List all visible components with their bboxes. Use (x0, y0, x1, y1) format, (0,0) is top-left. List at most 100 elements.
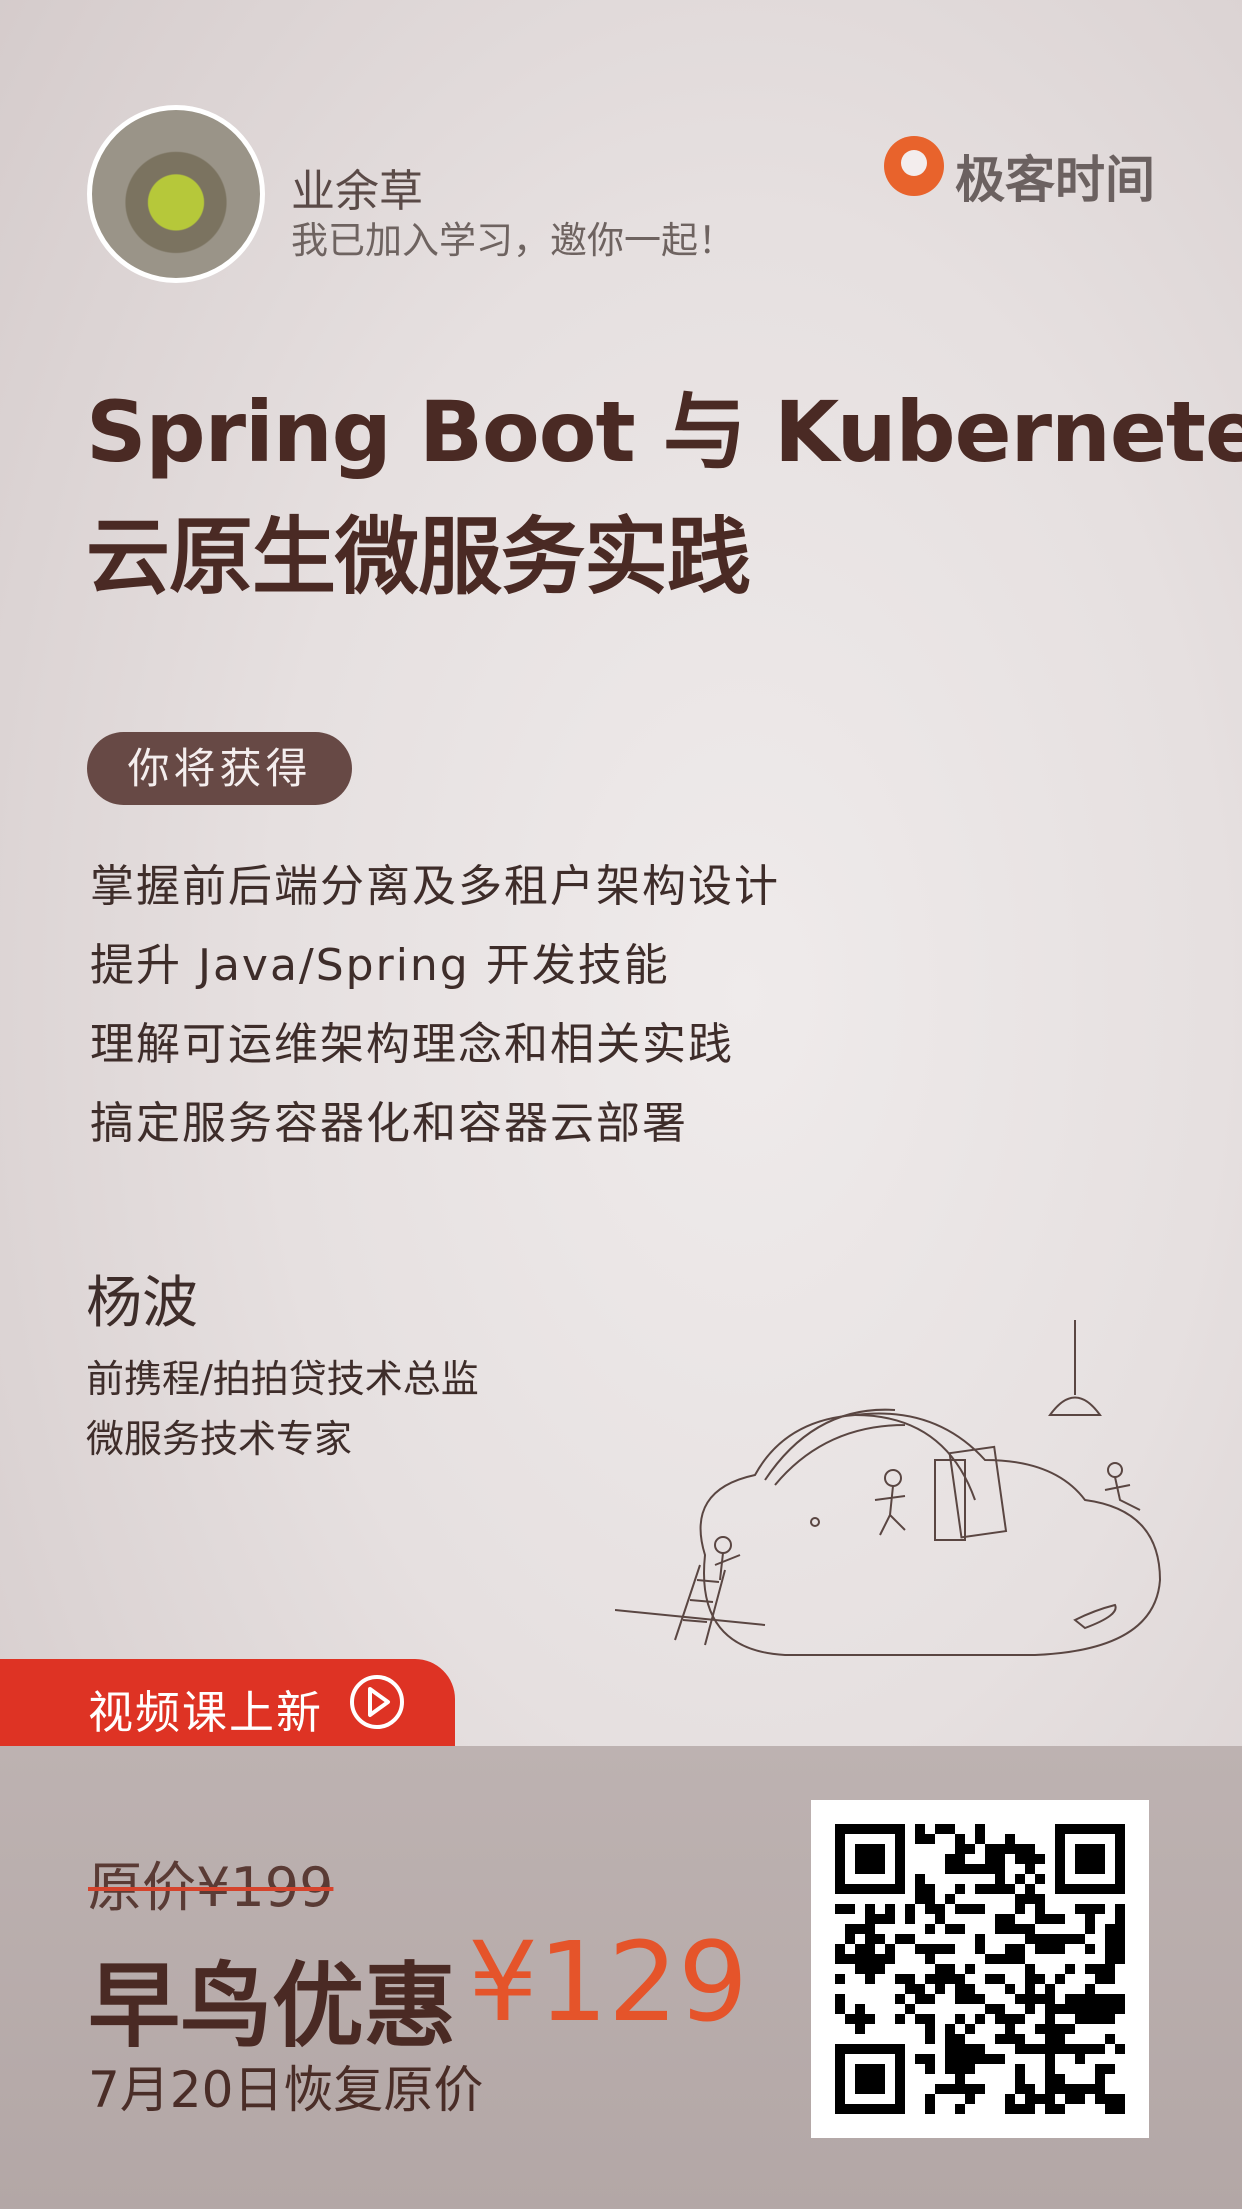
qr-module (905, 1974, 915, 1984)
qr-module (865, 2014, 875, 2024)
qr-module (925, 1994, 935, 2004)
qr-module (1045, 1994, 1055, 2004)
benefit-item: 搞定服务容器化和容器云部署 (90, 1098, 688, 1149)
qr-module (1045, 2034, 1055, 2044)
qr-module (1055, 2084, 1065, 2094)
qr-module (995, 2014, 1005, 2024)
qr-module (865, 1934, 875, 1944)
qr-module (935, 1974, 945, 1984)
qr-module (1025, 2104, 1035, 2114)
qr-module (995, 1924, 1005, 1934)
qr-module (995, 1874, 1005, 1884)
qr-module (955, 1864, 965, 1874)
qr-module (1015, 1924, 1025, 1934)
qr-module (1015, 2064, 1025, 2074)
qr-module (1105, 1934, 1115, 1944)
qr-module (1095, 2044, 1105, 2054)
qr-module (975, 1904, 985, 1914)
qr-module (1025, 1924, 1035, 1934)
qr-module (875, 1954, 885, 1964)
qr-module (865, 1904, 875, 1914)
qr-module (975, 1994, 985, 2004)
qr-module (1055, 1914, 1065, 1924)
qr-module (955, 2064, 965, 2074)
illustration (615, 1320, 1162, 1656)
qr-module (965, 1844, 975, 1854)
qr-module (1005, 2034, 1015, 2044)
qr-module (1075, 2054, 1085, 2064)
qr-module (925, 2104, 935, 2114)
qr-module (1015, 1904, 1025, 1914)
qr-module (855, 1844, 885, 1874)
qr-module (905, 1934, 915, 1944)
qr-module (865, 1914, 875, 1924)
qr-module (925, 1974, 935, 1984)
benefit-item: 理解可运维架构理念和相关实践 (90, 1019, 734, 1070)
qr-module (1005, 1884, 1015, 1894)
qr-module (1015, 1894, 1025, 1904)
qr-module (965, 1994, 975, 2004)
qr-module (945, 1894, 955, 1904)
qr-module (875, 1964, 885, 1974)
qr-module (1075, 2014, 1085, 2024)
qr-module (1095, 1904, 1105, 1914)
qr-module (875, 1934, 885, 1944)
qr-module (865, 1944, 875, 1954)
qr-module (905, 1914, 915, 1924)
qr-module (945, 2044, 955, 2054)
qr-module (1085, 2014, 1095, 2024)
qr-module (1025, 2084, 1035, 2094)
qr-module (1115, 1924, 1125, 1934)
qr-module (1065, 1964, 1075, 1974)
qr-module (1095, 2094, 1105, 2104)
qr-module (895, 1974, 905, 1984)
qr-module (935, 1944, 945, 1954)
qr-module (955, 1994, 965, 2004)
qr-module (845, 1954, 855, 1964)
qr-module (925, 2024, 935, 2034)
benefit-item: 提升 Java/Spring 开发技能 (90, 940, 670, 991)
qr-module (1035, 2044, 1045, 2054)
qr-module (955, 2054, 965, 2064)
qr-module (1105, 1944, 1115, 1954)
qr-module (835, 1954, 845, 1964)
qr-module (945, 1924, 955, 1934)
qr-module (1115, 1944, 1125, 1954)
qr-module (885, 1914, 895, 1924)
user-name: 业余草 (291, 166, 423, 217)
qr-module (855, 1924, 865, 1934)
qr-module (985, 1844, 995, 1854)
qr-module (975, 1884, 985, 1894)
qr-module (1115, 1994, 1125, 2004)
qr-module (1085, 1964, 1095, 1974)
qr-module (1055, 2024, 1065, 2034)
qr-module (1025, 1934, 1035, 1944)
qr-module (1025, 1864, 1035, 1874)
qr-module (835, 2004, 845, 2014)
qr-module (1065, 2024, 1075, 2034)
qr-module (1105, 1974, 1115, 1984)
qr-module (1055, 2074, 1065, 2084)
qr-module (975, 2014, 985, 2024)
qr-module (1055, 1934, 1065, 1944)
qr-module (965, 1864, 975, 1874)
author-name: 杨波 (86, 1271, 198, 1336)
qr-module (995, 2004, 1005, 2014)
qr-module (895, 2014, 905, 2024)
qr-module (1025, 2004, 1035, 2014)
qr-module (945, 1944, 955, 1954)
qr-module (975, 2054, 985, 2064)
course-title: Spring Boot 与 Kubernetes (86, 383, 1242, 481)
qr-module (855, 1954, 865, 1964)
qr-module (925, 2054, 935, 2064)
qr-module (855, 2024, 865, 2034)
qr-module (1055, 2034, 1065, 2044)
badge (0, 1659, 455, 1746)
qr-module (1075, 1934, 1085, 1944)
qr-module (1045, 2084, 1055, 2094)
qr-module (1005, 1834, 1015, 1844)
qr-module (1065, 2084, 1075, 2094)
qr-module (1035, 1994, 1045, 2004)
qr-module (1115, 1934, 1125, 1944)
